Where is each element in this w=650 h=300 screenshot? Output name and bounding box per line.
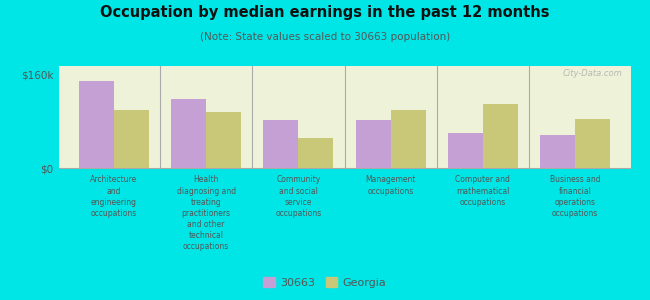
Bar: [575, 119, 610, 168]
Legend: 30663, Georgia: 30663, Georgia: [260, 274, 390, 291]
Bar: [483, 104, 518, 168]
Text: Management
occupations: Management occupations: [365, 176, 416, 196]
Text: Computer and
mathematical
occupations: Computer and mathematical occupations: [456, 176, 510, 207]
Bar: [263, 120, 298, 168]
Bar: [391, 110, 426, 168]
Bar: [356, 120, 391, 168]
Text: City-Data.com: City-Data.com: [562, 69, 622, 78]
Text: (Note: State values scaled to 30663 population): (Note: State values scaled to 30663 popu…: [200, 32, 450, 41]
Text: Community
and social
service
occupations: Community and social service occupations: [275, 176, 322, 218]
Text: Architecture
and
engineering
occupations: Architecture and engineering occupations: [90, 176, 138, 218]
Bar: [171, 99, 206, 168]
Bar: [298, 138, 333, 168]
Text: Health
diagnosing and
treating
practitioners
and other
technical
occupations: Health diagnosing and treating practitio…: [177, 176, 236, 251]
Text: Business and
financial
operations
occupations: Business and financial operations occupa…: [550, 176, 601, 218]
Text: Occupation by median earnings in the past 12 months: Occupation by median earnings in the pas…: [100, 4, 550, 20]
Bar: [114, 110, 149, 168]
Bar: [206, 112, 241, 168]
Bar: [540, 135, 575, 168]
Bar: [448, 133, 483, 168]
Bar: [79, 81, 114, 168]
